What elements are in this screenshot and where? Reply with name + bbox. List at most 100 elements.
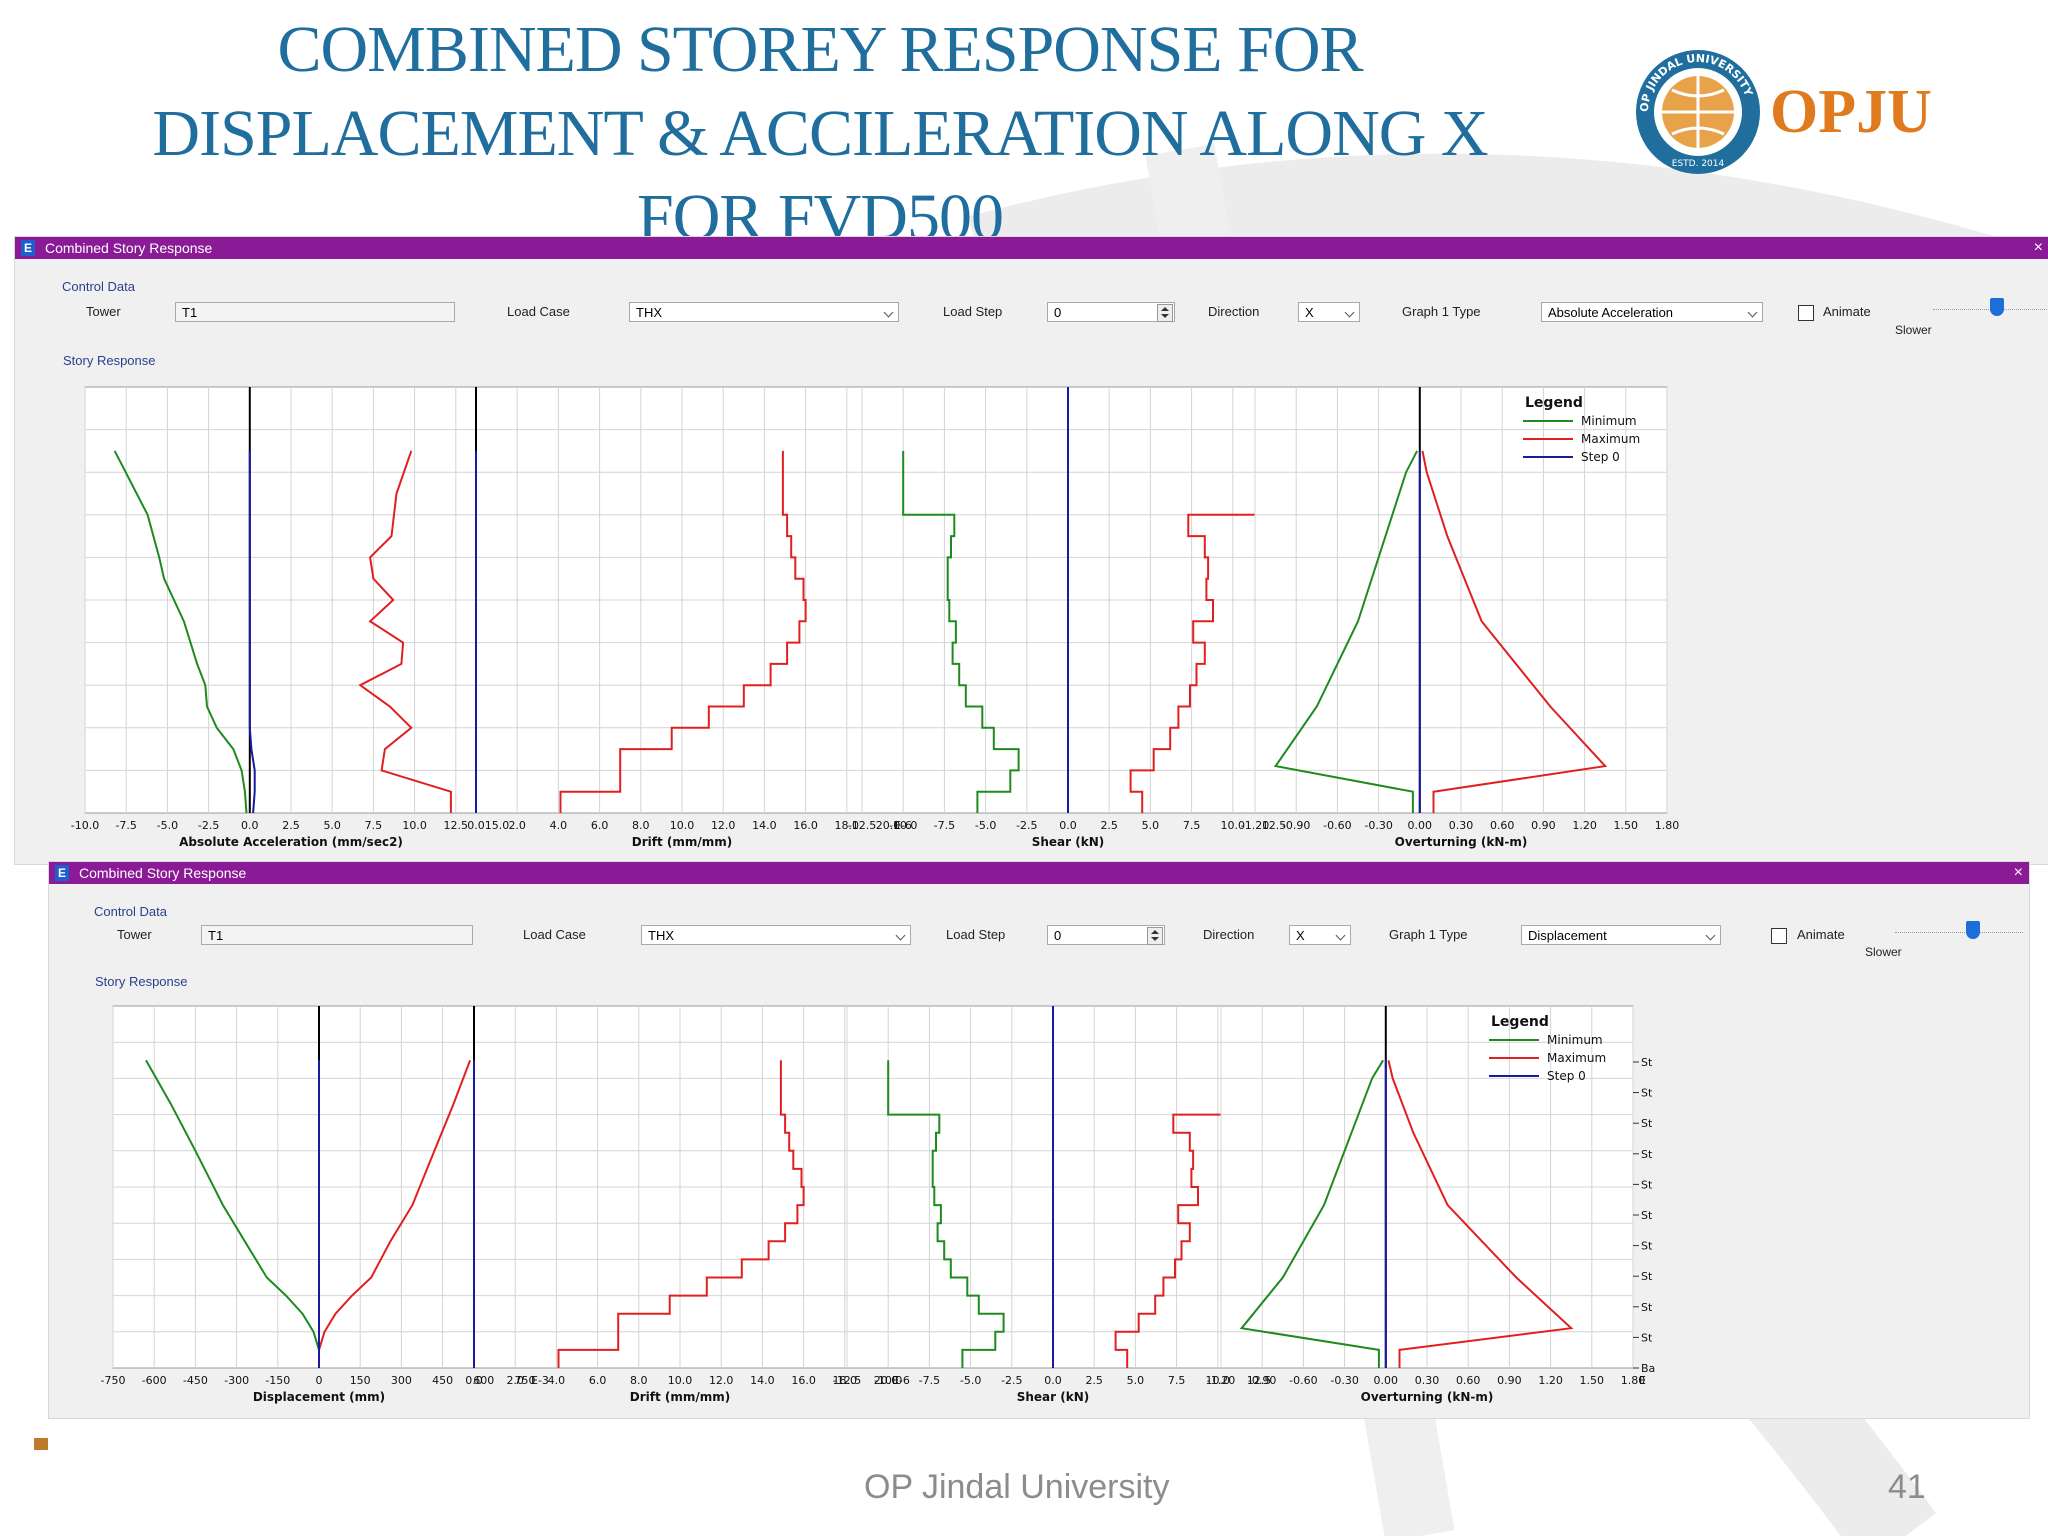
load-case-dropdown[interactable]: THX [629, 302, 899, 322]
slider-thumb[interactable] [1990, 298, 2004, 316]
graph-type-value: Absolute Acceleration [1548, 305, 1674, 320]
story-response-label: Story Response [95, 974, 188, 989]
acceleration-chart: -10.0 -7.5 -5.0 -2.5 0.0 2.5 5.0 7.5 10.0 12.5 15.… [71, 386, 510, 849]
x-tick-label: -1.20 [1241, 819, 1269, 832]
story-label: St [1641, 1087, 1653, 1100]
x-tick-label: 15.0 [485, 819, 510, 832]
x-tick-label: -10.0 [889, 819, 917, 832]
x-tick-label: 12.5 [444, 819, 469, 832]
x-tick-label: 8.0 [632, 819, 650, 832]
series-minimum-line [887, 1060, 1005, 1368]
x-tick-label: -0.90 [1282, 819, 1310, 832]
direction-value: X [1296, 928, 1305, 943]
slide-title: COMBINED STOREY RESPONSE FOR DISPLACEMEN… [60, 8, 1580, 260]
animation-speed-slider[interactable] [1895, 932, 2023, 935]
series-maximum-line [1421, 450, 1608, 813]
x-tick-label: -2.5 [1001, 1374, 1022, 1387]
load-case-label: Load Case [507, 304, 570, 319]
x-tick-label: -300 [224, 1374, 249, 1387]
story-label: St [1641, 1178, 1653, 1191]
stepper-arrows-icon[interactable] [1147, 927, 1163, 945]
x-tick-label: -750 [101, 1374, 126, 1387]
load-case-dropdown[interactable]: THX [641, 925, 911, 945]
graph-type-dropdown[interactable]: Absolute Acceleration [1541, 302, 1763, 322]
x-axis-label: Shear (kN) [1017, 1390, 1090, 1404]
logo-estd: ESTD. 2014 [1672, 159, 1725, 169]
x-tick-label: -600 [142, 1374, 167, 1387]
window-title: Combined Story Response [45, 240, 213, 256]
x-tick-label: 0.0 [467, 819, 485, 832]
x-tick-label: 7.5 [1183, 819, 1201, 832]
stepper-arrows-icon[interactable] [1157, 304, 1173, 322]
legend-entry: Minimum [1581, 414, 1637, 428]
animate-label: Animate [1797, 927, 1845, 942]
x-tick-label: 16.0 [793, 819, 818, 832]
x-tick-label: 12.0 [711, 819, 736, 832]
series-maximum-line [1129, 450, 1267, 813]
x-tick-label: 12.5 [1247, 1374, 1272, 1387]
load-step-stepper[interactable]: 0 [1047, 302, 1175, 322]
x-tick-label: -5.0 [975, 819, 996, 832]
animate-checkbox[interactable] [1771, 928, 1787, 944]
series-minimum-line [1273, 450, 1418, 813]
load-step-stepper[interactable]: 0 [1047, 925, 1165, 945]
x-axis-label: Shear (kN) [1032, 835, 1105, 849]
window-titlebar[interactable]: E Combined Story Response × [49, 862, 2029, 884]
legend-title: Legend [1525, 395, 1583, 411]
graph-type-label: Graph 1 Type [1389, 927, 1468, 942]
x-tick-label: 2.5 [1085, 1374, 1103, 1387]
x-tick-label: 1.20 [1572, 819, 1597, 832]
x-tick-label: 2.5 [1100, 819, 1118, 832]
tower-field[interactable]: T1 [201, 925, 473, 945]
control-data-label: Control Data [94, 904, 167, 919]
x-tick-label: 2.0 [508, 819, 526, 832]
x-tick-label: 300 [391, 1374, 412, 1387]
tower-label: Tower [117, 927, 152, 942]
x-tick-label: -12.5 [833, 1374, 861, 1387]
window-titlebar[interactable]: E Combined Story Response × [15, 237, 2048, 259]
direction-label: Direction [1203, 927, 1255, 942]
series-minimum-line [145, 1059, 320, 1351]
x-tick-label: 8.0 [630, 1374, 648, 1387]
graph-type-value: Displacement [1528, 928, 1607, 943]
x-tick-label: 0.00 [1408, 819, 1433, 832]
x-tick-label: 0.0 [241, 819, 258, 832]
x-tick-label: -0.60 [1289, 1374, 1317, 1387]
animate-checkbox[interactable] [1798, 305, 1814, 321]
close-icon[interactable]: × [2013, 864, 2023, 881]
x-tick-label: -0.90 [1248, 1374, 1276, 1387]
x-unit-label: E-6 [892, 1374, 910, 1387]
x-axis-label: Overturning (kN-m) [1361, 1390, 1494, 1404]
drift-chart: 0.0 2.0 4.0 6.0 8.0 10.0 12.0 14.0 16.0 18.0 20.0E… [465, 1005, 910, 1404]
tower-field[interactable]: T1 [175, 302, 455, 322]
x-tick-label: 4.0 [550, 819, 568, 832]
x-tick-label: 10.0 [402, 819, 427, 832]
legend-entry: Step 0 [1581, 450, 1620, 464]
x-tick-label: -7.5 [919, 1374, 940, 1387]
x-tick-label: 16.0 [791, 1374, 816, 1387]
x-tick-label: 20.0 [874, 1374, 899, 1387]
x-tick-label: 10.0 [1221, 819, 1246, 832]
direction-dropdown[interactable]: X [1289, 925, 1351, 945]
x-tick-label: 10.0 [670, 819, 695, 832]
x-tick-label: 10.0 [668, 1374, 693, 1387]
x-tick-label: 4.0 [548, 1374, 566, 1387]
x-tick-label: 6.0 [591, 819, 609, 832]
direction-dropdown[interactable]: X [1298, 302, 1360, 322]
load-case-label: Load Case [523, 927, 586, 942]
story-label: St [1641, 1148, 1653, 1161]
x-tick-label: 18.0 [835, 819, 860, 832]
load-case-value: THX [636, 305, 662, 320]
slider-thumb[interactable] [1966, 921, 1980, 939]
graph-type-dropdown[interactable]: Displacement [1521, 925, 1721, 945]
x-tick-label: 14.0 [750, 1374, 775, 1387]
legend-entry: Step 0 [1547, 1069, 1586, 1083]
legend-entry: Maximum [1547, 1051, 1606, 1065]
x-tick-label: 0.00 [1374, 1374, 1399, 1387]
direction-label: Direction [1208, 304, 1260, 319]
close-icon[interactable]: × [2033, 239, 2043, 256]
x-tick-label: 12.5 [1262, 819, 1287, 832]
series-maximum-line [559, 450, 807, 813]
combined-story-response-window-1: E Combined Story Response × Control Data… [14, 236, 2048, 865]
